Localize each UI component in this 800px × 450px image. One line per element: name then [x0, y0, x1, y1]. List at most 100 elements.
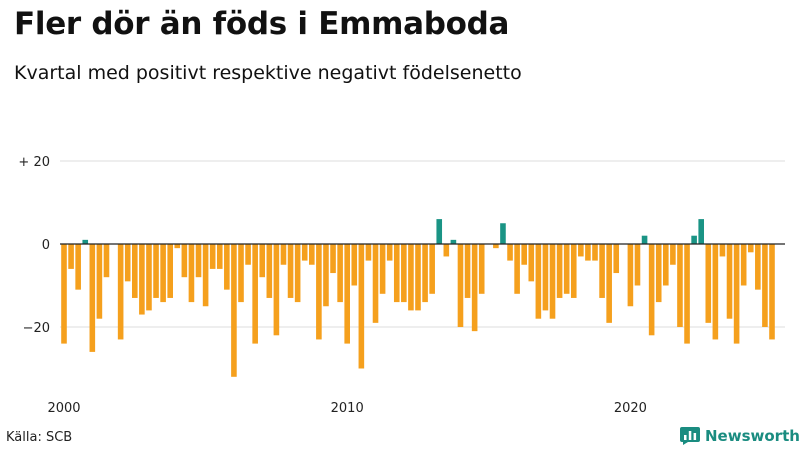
- bar: [337, 244, 343, 303]
- bar: [684, 244, 690, 344]
- bar: [747, 244, 754, 253]
- bar: [648, 244, 655, 336]
- brand-name: Newsworthy: [705, 427, 800, 445]
- bar: [209, 244, 216, 269]
- bar: [224, 244, 230, 290]
- bar: [266, 244, 273, 298]
- bar: [330, 244, 336, 274]
- y-tick-label: + 20: [18, 155, 50, 170]
- bar: [153, 244, 159, 298]
- bar: [634, 244, 641, 286]
- bar: [599, 244, 605, 298]
- bar: [429, 244, 435, 294]
- bar: [542, 244, 549, 311]
- bar: [478, 244, 485, 294]
- x-tick-label: 2000: [47, 401, 80, 416]
- bar: [124, 244, 131, 282]
- bar: [294, 244, 301, 303]
- bar: [82, 239, 89, 244]
- bar: [677, 244, 683, 327]
- bar-chart: + 20 0 −20 2000 2010 2020: [18, 155, 785, 416]
- bar: [68, 244, 74, 269]
- bar: [726, 244, 733, 319]
- bar: [733, 244, 740, 344]
- bar: [514, 244, 520, 294]
- x-tick-label: 2010: [331, 401, 364, 416]
- bar: [379, 244, 386, 294]
- bar: [181, 244, 188, 278]
- bar: [762, 244, 768, 327]
- bar: [422, 244, 428, 303]
- bar: [535, 244, 542, 319]
- bar: [316, 244, 322, 340]
- bar: [75, 244, 81, 290]
- x-axis-ticks: 2000 2010 2020: [47, 401, 646, 416]
- bar: [443, 244, 450, 257]
- bar: [301, 244, 308, 261]
- bar: [117, 244, 124, 340]
- grid-layer: [60, 160, 785, 328]
- brand-logo[interactable]: Newsworthy: [680, 427, 800, 445]
- bar: [323, 244, 329, 307]
- bar: [627, 244, 634, 307]
- bar: [450, 239, 457, 244]
- x-tick-label: 2020: [614, 401, 647, 416]
- bar: [408, 244, 414, 311]
- bar: [415, 244, 421, 311]
- bar: [273, 244, 280, 336]
- bar: [393, 244, 400, 303]
- bar: [556, 244, 563, 298]
- y-axis-ticks: + 20 0 −20: [18, 155, 50, 336]
- bar: [216, 244, 223, 269]
- bar: [613, 244, 620, 274]
- bar: [259, 244, 266, 278]
- bar: [570, 244, 577, 298]
- bar: [691, 235, 697, 244]
- bar: [231, 244, 237, 377]
- bar: [195, 244, 202, 278]
- bar: [61, 244, 67, 344]
- bar: [202, 244, 209, 307]
- bar-chart-logo-icon: [680, 427, 700, 445]
- bar: [655, 244, 662, 303]
- bar: [386, 244, 393, 261]
- bar: [500, 223, 506, 244]
- bar: [238, 244, 244, 303]
- bar: [719, 244, 726, 257]
- bar: [521, 244, 527, 265]
- bar: [351, 244, 358, 286]
- bar: [507, 244, 513, 261]
- bar: [96, 244, 103, 319]
- bar: [252, 244, 258, 344]
- bar: [174, 244, 181, 249]
- bar: [280, 244, 287, 265]
- bar: [578, 244, 584, 257]
- bar: [471, 244, 478, 332]
- y-tick-label: −20: [23, 321, 50, 336]
- bar: [712, 244, 719, 340]
- bar: [309, 244, 315, 265]
- bar: [287, 244, 294, 298]
- bar: [464, 244, 471, 298]
- bar: [401, 244, 407, 303]
- bar: [670, 244, 676, 265]
- source-label: Källa: SCB: [6, 430, 73, 445]
- bar: [606, 244, 612, 323]
- bar: [139, 244, 145, 315]
- bar: [89, 244, 96, 352]
- bar: [436, 219, 443, 244]
- bar: [549, 244, 556, 319]
- bar: [698, 219, 704, 244]
- bar: [563, 244, 570, 294]
- chart-subtitle: Kvartal med positivt respektive negativt…: [14, 62, 522, 84]
- bar: [146, 244, 152, 311]
- bar: [344, 244, 350, 344]
- bar: [663, 244, 669, 286]
- bar: [755, 244, 761, 290]
- bar: [457, 244, 464, 327]
- bar: [740, 244, 747, 286]
- bar: [132, 244, 138, 298]
- chart-title: Fler dör än föds i Emmaboda: [14, 6, 510, 42]
- bar: [528, 244, 535, 282]
- bar: [372, 244, 379, 323]
